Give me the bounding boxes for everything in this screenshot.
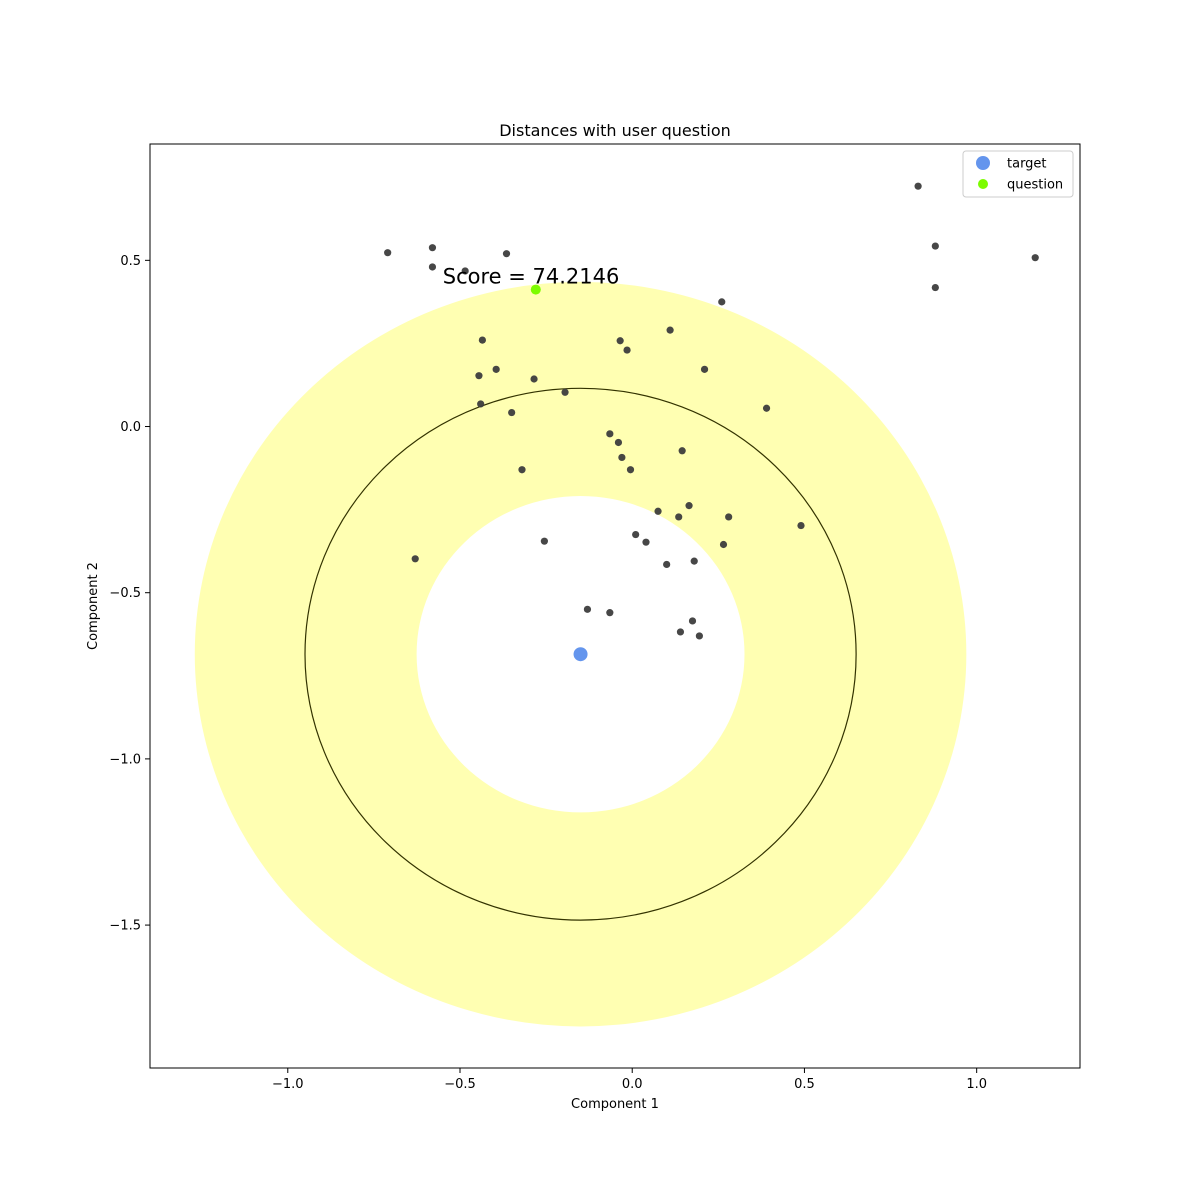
data-point: [561, 388, 569, 396]
y-tick-label: −1.0: [109, 752, 141, 767]
y-tick-label: 0.0: [120, 420, 141, 435]
data-point: [931, 283, 939, 292]
distance-rings: [194, 281, 967, 1027]
data-point: [797, 521, 805, 530]
data-point: [461, 267, 469, 275]
chart-title: Distances with user question: [499, 121, 731, 140]
data-point: [642, 538, 650, 546]
x-tick-label: 0.0: [622, 1077, 643, 1092]
x-axis-ticks: −1.0 −0.5 0.0 0.5 1.0: [272, 1068, 987, 1092]
data-point: [518, 466, 526, 474]
data-point: [914, 182, 922, 190]
data-point: [478, 336, 486, 344]
data-point: [606, 609, 614, 617]
data-point: [685, 502, 693, 510]
data-point: [666, 326, 674, 334]
legend-box: [962, 150, 1074, 198]
data-point: [583, 605, 592, 613]
data-point: [676, 628, 685, 636]
legend-label: question: [1007, 178, 1063, 193]
data-point: [614, 438, 623, 447]
data-point: [690, 557, 698, 565]
data-point: [718, 298, 726, 306]
y-axis-label: Component 2: [86, 562, 101, 650]
x-tick-label: −0.5: [444, 1077, 476, 1092]
data-point: [700, 365, 709, 373]
data-point: [618, 453, 626, 462]
data-point: [632, 530, 640, 539]
data-point: [688, 617, 697, 625]
data-point: [428, 263, 437, 271]
score-annotation: Score = 74.2146: [443, 265, 620, 289]
threshold-circle: [304, 387, 857, 921]
data-point: [678, 447, 686, 455]
data-point: [623, 346, 631, 354]
data-point: [508, 408, 516, 417]
data-point: [530, 375, 538, 383]
data-point: [475, 372, 483, 380]
data-point: [477, 400, 485, 408]
y-tick-label: 0.5: [120, 254, 141, 269]
y-tick-label: −0.5: [109, 586, 141, 601]
data-point: [725, 513, 733, 521]
data-point: [626, 466, 635, 474]
data-point: [654, 507, 662, 515]
x-tick-label: 1.0: [966, 1077, 987, 1092]
data-point: [695, 632, 703, 640]
x-axis-label: Component 1: [571, 1097, 659, 1112]
y-tick-label: −1.5: [109, 919, 141, 934]
data-point: [411, 555, 419, 563]
plot-frame: [149, 143, 1081, 1069]
x-tick-label: −1.0: [272, 1077, 304, 1092]
x-tick-label: 0.5: [794, 1077, 815, 1092]
data-point: [606, 430, 614, 438]
data-point: [616, 337, 624, 345]
data-point: [1031, 254, 1039, 262]
data-point: [719, 540, 728, 549]
data-point: [675, 513, 683, 521]
data-point: [663, 560, 671, 569]
data-point: [762, 404, 771, 412]
data-point: [492, 365, 500, 373]
legend-label: target: [1007, 157, 1047, 172]
data-point: [540, 537, 548, 545]
data-point: [502, 250, 511, 258]
legend: target question: [962, 150, 1074, 198]
data-point: [428, 244, 437, 252]
scatter-points: [384, 182, 1039, 662]
annulus-band: [194, 281, 967, 1027]
target-point: [573, 647, 588, 662]
y-axis-ticks: 0.5 0.0 −0.5 −1.0 −1.5: [109, 254, 150, 934]
question-point: [530, 284, 541, 295]
legend-marker: [978, 179, 988, 189]
data-point: [931, 242, 939, 250]
legend-marker: [976, 156, 990, 170]
data-point: [384, 249, 392, 257]
